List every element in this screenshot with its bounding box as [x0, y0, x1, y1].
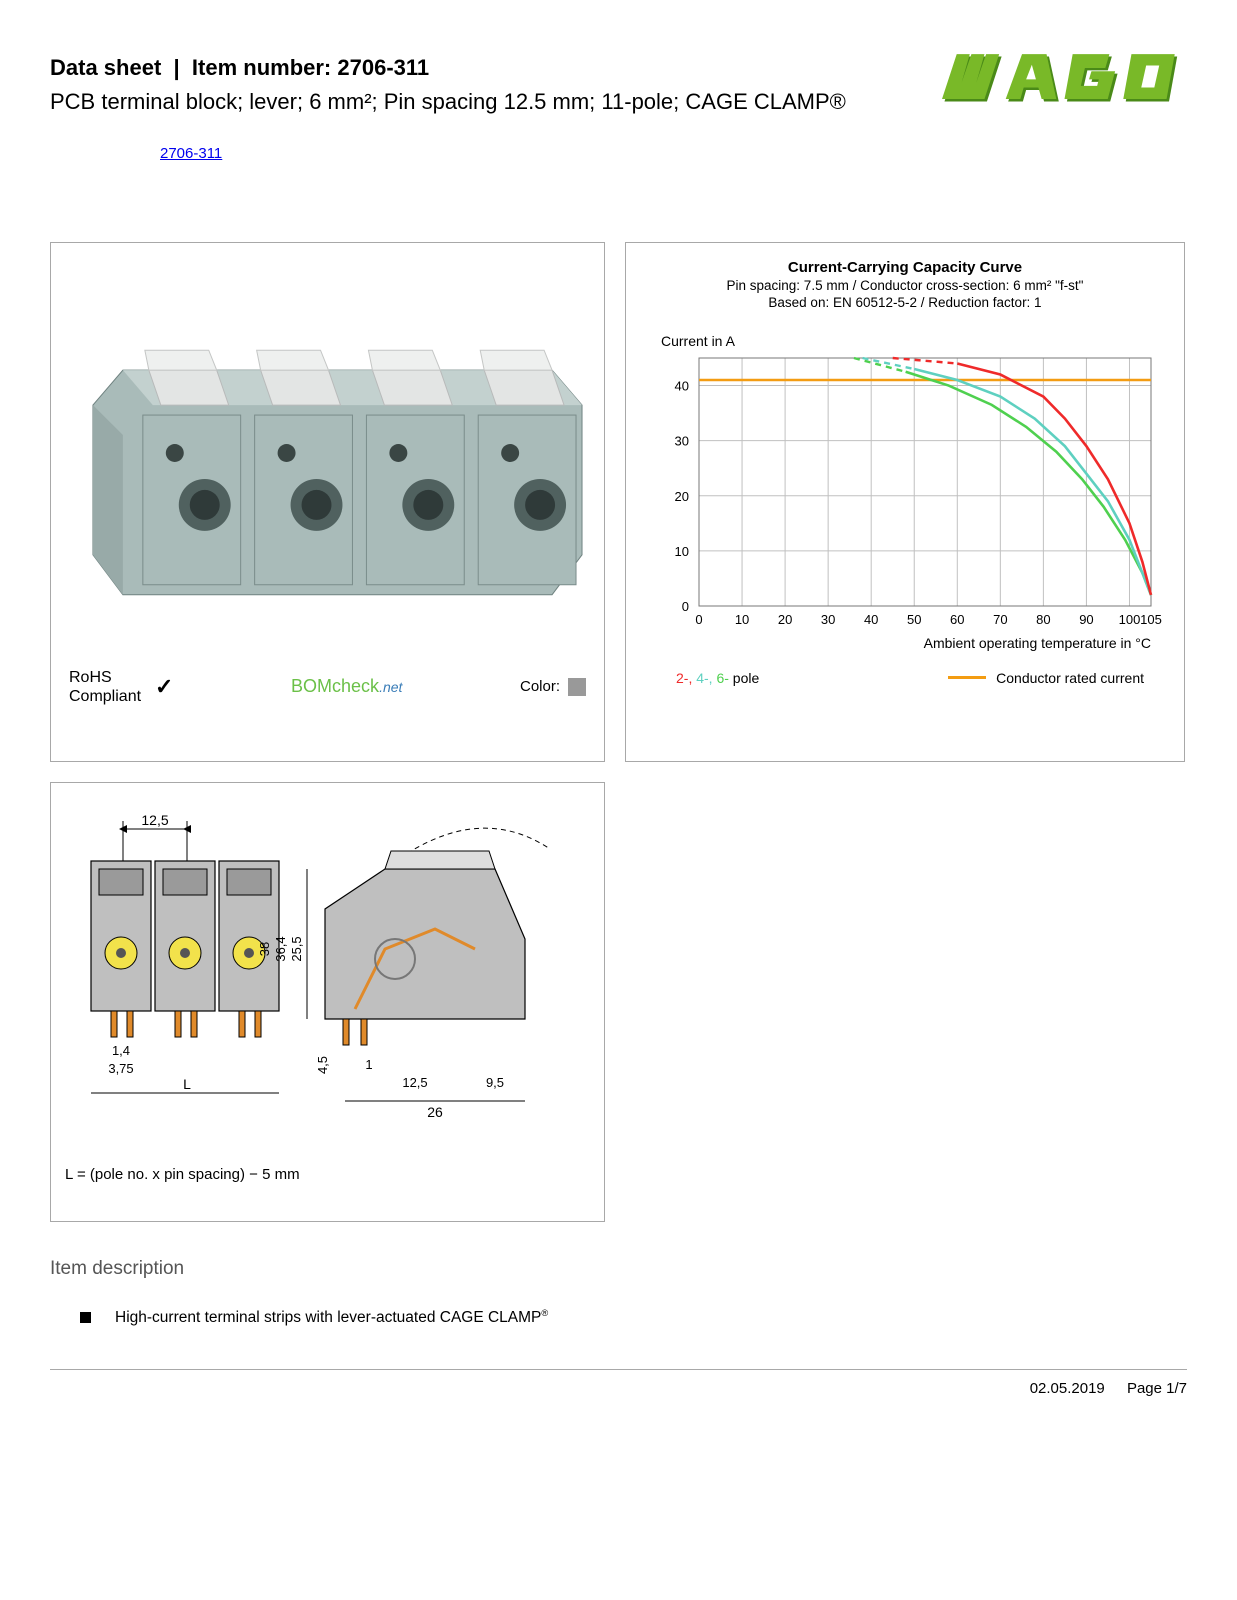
footer-date: 02.05.2019	[1030, 1380, 1105, 1397]
svg-text:30: 30	[675, 433, 689, 448]
svg-text:9,5: 9,5	[486, 1075, 504, 1090]
drawing-panel: 12,5 1,4 3,75 L 25,536,438 4,5 1 12,5 9,5 26 L = …	[50, 782, 605, 1222]
svg-text:0: 0	[682, 599, 689, 614]
bullet-sup: ®	[541, 1308, 548, 1318]
svg-text:4,5: 4,5	[315, 1056, 330, 1074]
svg-text:38: 38	[257, 941, 272, 955]
top-panels: RoHS Compliant ✓ BOMcheck.net Color: Cur…	[50, 242, 1187, 762]
bullet-icon	[80, 1312, 91, 1323]
svg-text:10: 10	[675, 544, 689, 559]
legend-line-icon	[948, 676, 986, 679]
color-row: Color:	[520, 678, 586, 696]
svg-text:20: 20	[778, 612, 792, 627]
svg-text:1: 1	[365, 1057, 372, 1072]
wago-logo	[942, 50, 1187, 107]
svg-text:60: 60	[950, 612, 964, 627]
svg-text:3,75: 3,75	[108, 1061, 133, 1076]
svg-text:26: 26	[427, 1104, 443, 1120]
color-swatch	[568, 678, 586, 696]
rohs-block: RoHS Compliant ✓	[69, 668, 173, 706]
legend-rated: Conductor rated current	[948, 670, 1144, 686]
legend-4pole: 4-,	[696, 670, 716, 686]
rohs-line1: RoHS	[69, 668, 141, 687]
legend-rated-text: Conductor rated current	[996, 670, 1144, 686]
bomcheck-suffix: .net	[379, 679, 402, 695]
svg-text:Current in A: Current in A	[661, 333, 736, 349]
svg-text:80: 80	[1036, 612, 1050, 627]
svg-text:36,4: 36,4	[273, 936, 288, 961]
capacity-chart: Current in A 0 10 20 30 40 50 60 70 80 90 100105 0 10…	[645, 324, 1165, 654]
svg-text:50: 50	[907, 612, 921, 627]
chart-sub1: Pin spacing: 7.5 mm / Conductor cross-se…	[638, 278, 1172, 293]
check-icon: ✓	[155, 674, 173, 700]
legend-2pole: 2-,	[676, 670, 696, 686]
svg-text:1,4: 1,4	[112, 1043, 130, 1058]
chart-title: Current-Carrying Capacity Curve	[638, 259, 1172, 276]
product-panel: RoHS Compliant ✓ BOMcheck.net Color:	[50, 242, 605, 762]
rohs-text: RoHS Compliant	[69, 668, 141, 706]
svg-text:105: 105	[1140, 612, 1162, 627]
svg-text:12,5: 12,5	[402, 1075, 427, 1090]
technical-drawing: 12,5 1,4 3,75 L 25,536,438 4,5 1 12,5 9,5 26	[65, 799, 590, 1129]
title-line: Data sheet | Item number: 2706-311	[50, 55, 942, 81]
product-meta-row: RoHS Compliant ✓ BOMcheck.net Color:	[63, 668, 592, 706]
svg-text:40: 40	[675, 378, 689, 393]
product-image	[63, 255, 592, 645]
bomcheck-text: BOMcheck	[291, 676, 379, 696]
chart-sub2: Based on: EN 60512-5-2 / Reduction facto…	[638, 295, 1172, 310]
bullet-text: High-current terminal strips with lever-…	[115, 1308, 548, 1327]
svg-text:Ambient operating temperature: Ambient operating temperature in °C	[924, 635, 1151, 651]
item-link[interactable]: 2706-311	[160, 145, 222, 162]
description-heading: Item description	[50, 1258, 1187, 1280]
item-number: 2706-311	[337, 55, 429, 80]
header-text-block: Data sheet | Item number: 2706-311 PCB t…	[50, 55, 942, 117]
legend-pole-suffix: pole	[729, 670, 759, 686]
drawing-caption: L = (pole no. x pin spacing) − 5 mm	[65, 1166, 590, 1183]
description-bullet: High-current terminal strips with lever-…	[50, 1308, 1187, 1327]
chart-panel: Current-Carrying Capacity Curve Pin spac…	[625, 242, 1185, 762]
svg-text:30: 30	[821, 612, 835, 627]
divider: |	[167, 55, 192, 80]
svg-text:L: L	[183, 1076, 191, 1092]
svg-text:40: 40	[864, 612, 878, 627]
item-label: Item number:	[192, 55, 331, 80]
svg-text:10: 10	[735, 612, 749, 627]
svg-text:25,5: 25,5	[289, 936, 304, 961]
svg-text:90: 90	[1079, 612, 1093, 627]
color-label: Color:	[520, 678, 560, 695]
bullet-text-a: High-current terminal strips with lever-…	[115, 1309, 541, 1326]
legend-poles: 2-, 4-, 6- pole	[676, 670, 759, 686]
page-header: Data sheet | Item number: 2706-311 PCB t…	[50, 55, 1187, 117]
svg-text:70: 70	[993, 612, 1007, 627]
svg-text:20: 20	[675, 488, 689, 503]
datasheet-label: Data sheet	[50, 55, 161, 80]
svg-text:12,5: 12,5	[141, 812, 168, 828]
rohs-line2: Compliant	[69, 687, 141, 706]
chart-legend: 2-, 4-, 6- pole Conductor rated current	[638, 670, 1172, 686]
bomcheck-label: BOMcheck.net	[291, 676, 402, 697]
subtitle: PCB terminal block; lever; 6 mm²; Pin sp…	[50, 87, 942, 117]
footer-page: Page 1/7	[1127, 1380, 1187, 1397]
svg-text:0: 0	[695, 612, 702, 627]
footer: 02.05.2019 Page 1/7	[50, 1369, 1187, 1397]
legend-6pole: 6-	[716, 670, 728, 686]
svg-text:100: 100	[1119, 612, 1141, 627]
